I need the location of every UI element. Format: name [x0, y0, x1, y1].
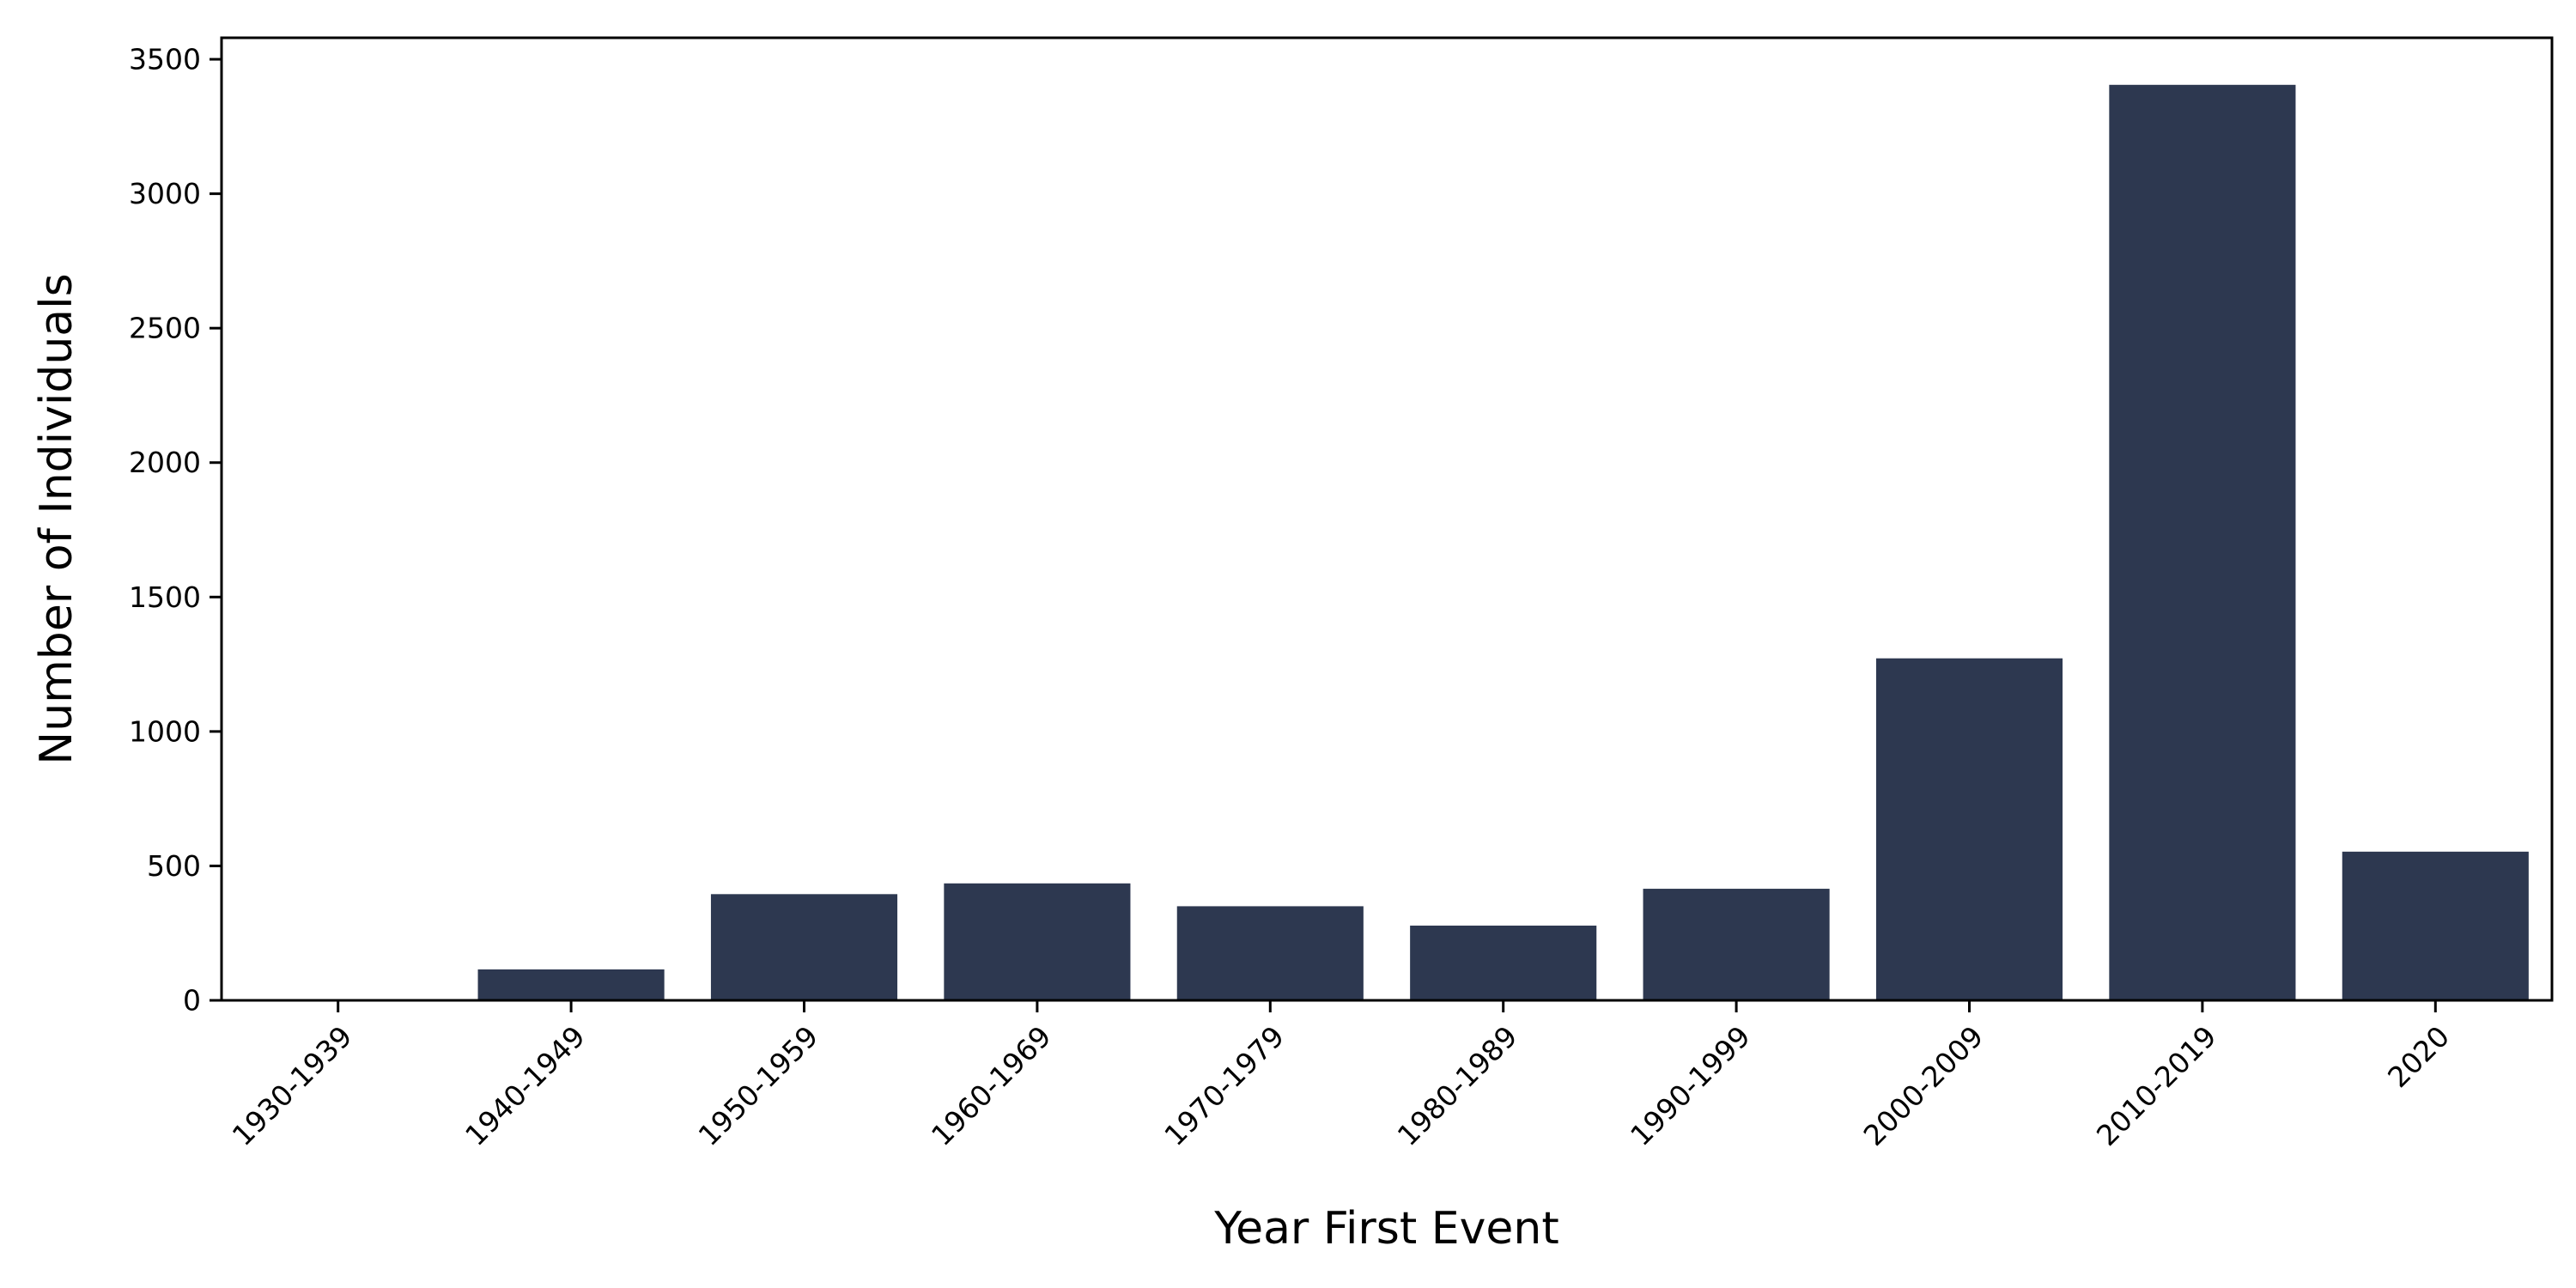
y-tick-label: 2500	[129, 312, 201, 345]
x-tick-label: 1960-1969	[925, 1019, 1058, 1152]
bar-1990-1999	[1643, 889, 1830, 1000]
y-tick-label: 2000	[129, 446, 201, 479]
x-axis-ticks: 1930-1939 1940-1949 1950-1959 1960-1969 1970…	[226, 1000, 2456, 1152]
bars	[245, 84, 2529, 1000]
x-tick-label: 1930-1939	[226, 1019, 359, 1152]
plot-frame	[220, 36, 2554, 1002]
bar-1950-1959	[710, 894, 898, 1000]
y-tick-label: 3500	[129, 43, 201, 76]
x-tick-label: 1940-1949	[459, 1019, 592, 1152]
y-axis-title: Number of Individuals	[31, 273, 82, 764]
y-tick-label: 3000	[129, 177, 201, 210]
x-tick-label: 1980-1989	[1391, 1019, 1524, 1152]
bar-1940-1949	[477, 969, 665, 1000]
y-tick-label: 500	[147, 849, 201, 883]
bar-2000-2009	[1875, 658, 2063, 1000]
bar-1970-1979	[1176, 906, 1364, 1000]
bar-2020	[2342, 851, 2529, 1000]
x-axis-title: Year First Event	[1213, 1203, 1559, 1255]
y-axis-ticks: 0 500 1000 1500 2000 2500 3000 3500	[129, 43, 222, 1018]
bar-2010-2019	[2109, 84, 2296, 1000]
x-tick-label: 1990-1999	[1624, 1019, 1757, 1152]
bar-1960-1969	[944, 883, 1131, 1000]
y-tick-label: 1500	[129, 580, 201, 614]
y-tick-label: 0	[183, 984, 201, 1018]
x-tick-label: 1950-1959	[692, 1019, 825, 1152]
bar-1980-1989	[1410, 925, 1597, 1000]
x-tick-label: 2010-2019	[2090, 1019, 2223, 1152]
x-tick-label: 2020	[2381, 1019, 2456, 1094]
y-tick-label: 1000	[129, 714, 201, 748]
x-tick-label: 2000-2009	[1857, 1019, 1990, 1152]
x-tick-label: 1970-1979	[1157, 1019, 1291, 1152]
